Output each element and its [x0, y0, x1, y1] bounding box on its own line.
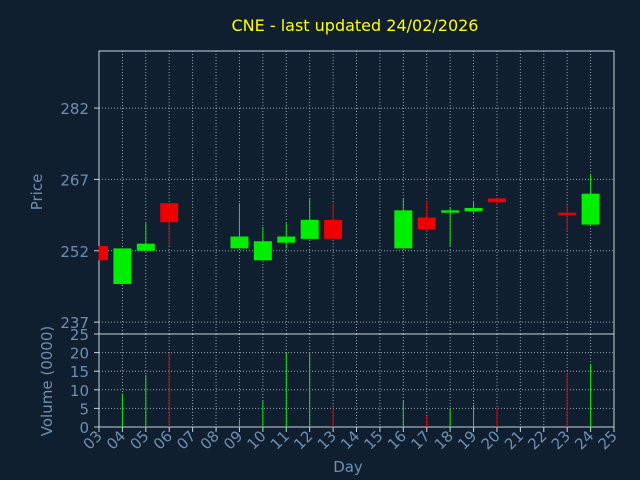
x-tick-label: 17 [407, 427, 433, 453]
x-tick-label: 25 [595, 427, 621, 453]
price-y-tick-label: 237 [60, 314, 89, 332]
candle-body [253, 241, 272, 261]
candle-body [136, 243, 155, 251]
x-tick-label: 14 [337, 427, 363, 453]
volume-y-tick-label: 15 [70, 363, 89, 381]
candles [98, 174, 600, 285]
candle-body [113, 248, 132, 285]
price-axis-label: Price [28, 174, 46, 211]
candle-body [300, 219, 319, 239]
candle-body [230, 236, 249, 249]
volume-y-tick-label: 10 [70, 382, 89, 400]
x-tick-label: 10 [243, 427, 269, 453]
candle-body [558, 212, 577, 216]
candle-body [441, 210, 460, 213]
volume-y-tick-label: 0 [79, 419, 89, 437]
x-tick-label: 20 [478, 427, 504, 453]
x-tick-label: 08 [197, 427, 223, 453]
candle-body [487, 198, 506, 203]
volume-grid [99, 334, 614, 427]
x-tick-label: 21 [501, 427, 527, 453]
price-y-tick-label: 267 [60, 171, 89, 189]
candle-body [464, 207, 483, 212]
x-tick-label: 19 [454, 427, 480, 453]
x-tick-label: 05 [126, 427, 152, 453]
chart-title: CNE - last updated 24/02/2026 [232, 16, 479, 35]
volume-bars [121, 352, 592, 427]
x-tick-label: 15 [361, 427, 387, 453]
candle-body [99, 246, 108, 261]
volume-plot-frame [98, 333, 615, 428]
volume-y-tick-label: 20 [70, 345, 89, 363]
volume-y-tick-label: 5 [79, 400, 89, 418]
price-y-tick-label: 252 [60, 243, 89, 261]
price-y-ticks: 237 252 267 282 [60, 100, 99, 332]
x-tick-label: 12 [290, 427, 316, 453]
x-tick-label: 13 [314, 427, 340, 453]
x-tick-label: 22 [524, 427, 550, 453]
x-tick-label: 16 [384, 427, 410, 453]
candle-body [160, 203, 179, 223]
volume-y-tick-label: 25 [70, 326, 89, 344]
x-tick-label: 23 [548, 427, 574, 453]
price-grid [99, 51, 614, 334]
candle-body [324, 219, 343, 239]
x-tick-label: 09 [220, 427, 246, 453]
x-tick-label: 11 [267, 427, 293, 453]
x-tick-label: 06 [150, 427, 176, 453]
x-axis-label: Day [333, 458, 363, 476]
volume-axis-label: Volume (0000) [38, 326, 56, 436]
x-tick-label: 04 [103, 427, 129, 453]
x-tick-label: 07 [173, 427, 199, 453]
price-y-tick-label: 282 [60, 100, 89, 118]
candle-body [277, 236, 296, 243]
x-tick-label: 18 [431, 427, 457, 453]
candle-body [581, 193, 600, 225]
candle-body [394, 210, 413, 249]
x-tick-label: 24 [571, 427, 597, 453]
candle-body [417, 217, 436, 230]
x-ticks: 0304050607080910111213141516171819202122… [80, 427, 621, 453]
